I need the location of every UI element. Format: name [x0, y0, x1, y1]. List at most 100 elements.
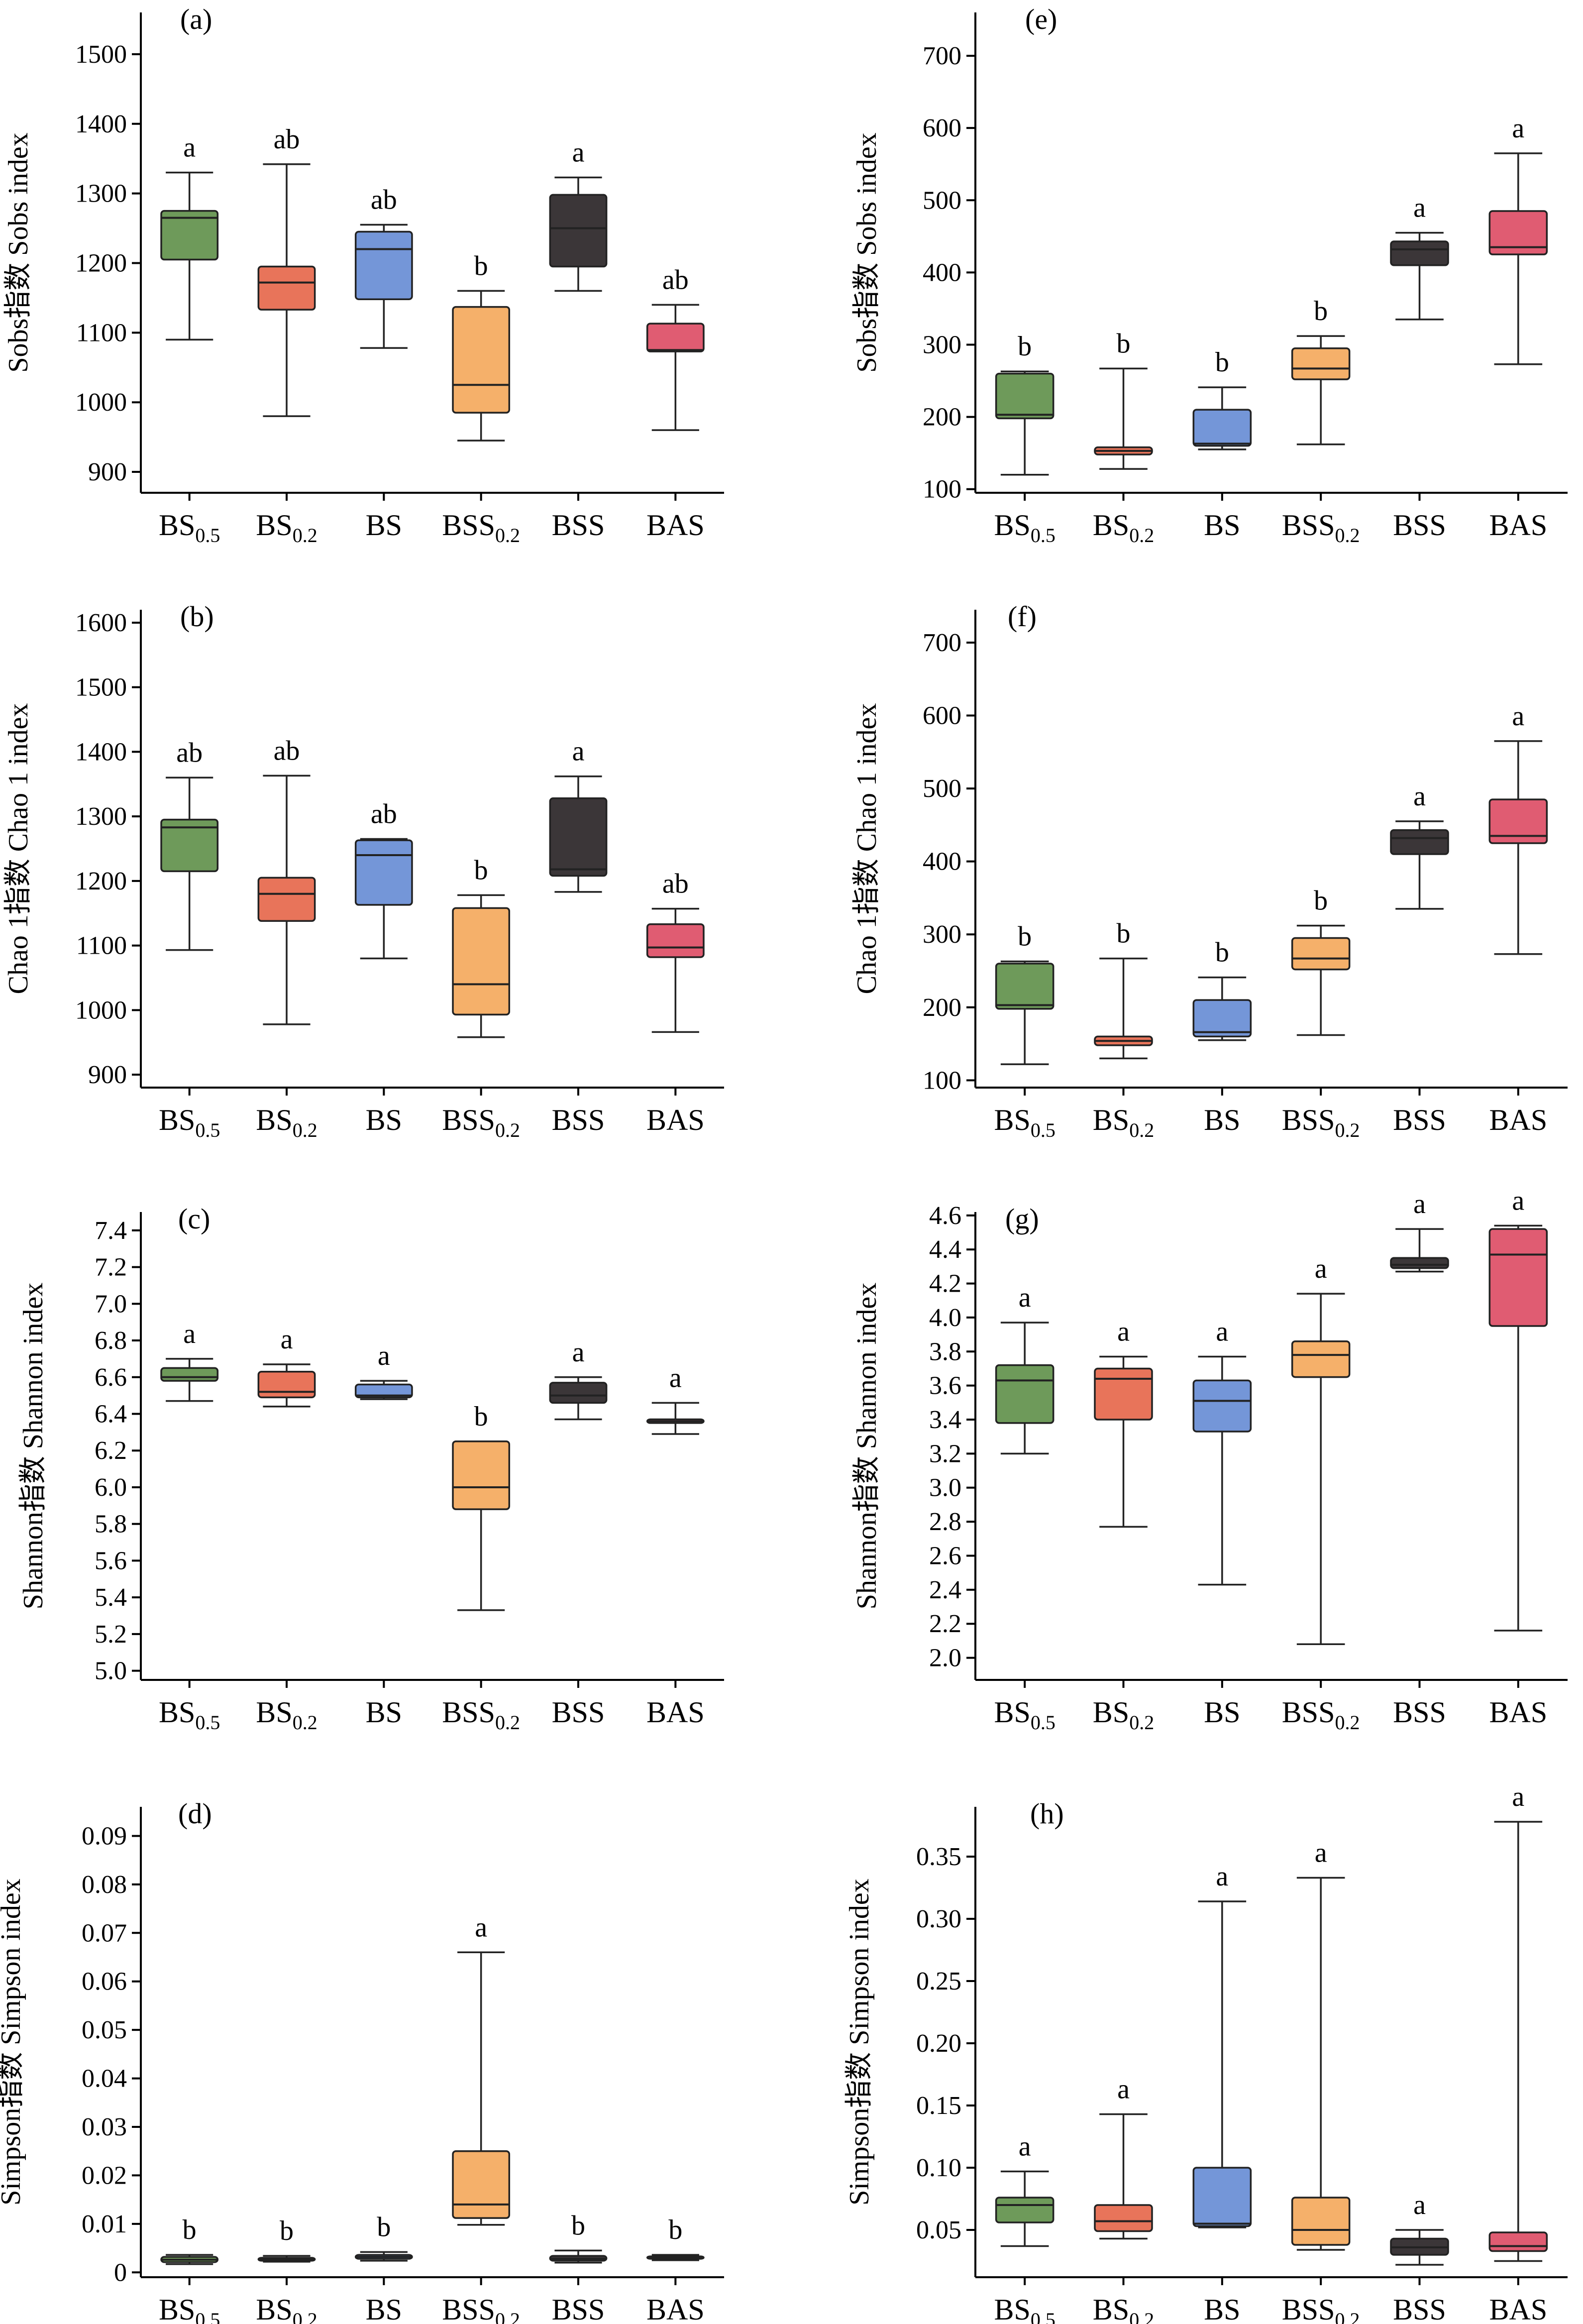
y-axis-label: Simpson指数 Simpson index: [844, 1879, 875, 2206]
box-BS0.2: a: [257, 1324, 316, 1408]
significance-letter: b: [183, 2214, 197, 2245]
box-BSS0.2: a: [1291, 1838, 1351, 2251]
significance-letter: a: [1512, 113, 1524, 144]
significance-letter: a: [1216, 1861, 1228, 1892]
x-tick-label: BSS0.2: [442, 2293, 520, 2324]
y-tick-label: 6.2: [95, 1437, 127, 1465]
significance-letter: a: [669, 1362, 682, 1393]
panel-label: (a): [180, 3, 212, 35]
y-tick-label: 0: [114, 2258, 127, 2287]
significance-letter: a: [1413, 781, 1426, 812]
iqr-box: [1094, 2204, 1153, 2232]
iqr-box: [1192, 1379, 1252, 1433]
y-axis-label: Shannon指数 Shannon index: [18, 1283, 49, 1609]
x-tick-label: BS0.5: [994, 1696, 1055, 1734]
panel-label: (d): [178, 1797, 212, 1830]
y-tick-label: 2.2: [929, 1610, 961, 1638]
y-tick-label: 1100: [76, 932, 127, 960]
box-BSS: a: [1390, 1189, 1449, 1273]
y-tick-label: 100: [923, 475, 961, 504]
x-tick-label: BS0.2: [1093, 1104, 1154, 1141]
y-tick-label: 4.2: [929, 1270, 961, 1298]
y-tick-label: 0.10: [916, 2154, 961, 2182]
box-BS0.5: a: [160, 1319, 219, 1402]
significance-letter: b: [1117, 918, 1131, 949]
significance-letter: a: [1512, 1781, 1524, 1812]
y-tick-label: 700: [923, 629, 961, 657]
x-tick-label: BSS: [552, 1696, 605, 1729]
box-BS0.2: a: [1094, 2074, 1153, 2240]
iqr-box: [549, 797, 608, 877]
box-BS0.5: b: [995, 331, 1055, 476]
iqr-box: [995, 963, 1055, 1010]
box-BSS0.2: b: [452, 855, 511, 1038]
chart-panel: 100 200 300 400 500 600 700 Sobs指数 Sobs index (e…: [851, 3, 1568, 547]
iqr-box: [549, 1382, 608, 1404]
x-tick-label: BSS0.2: [442, 1104, 520, 1141]
y-tick-label: 1600: [75, 609, 127, 637]
box-BS0.2: ab: [257, 124, 316, 417]
significance-letter: a: [183, 1319, 196, 1349]
y-tick-label: 4.4: [929, 1235, 961, 1264]
y-tick-label: 0.07: [82, 1919, 127, 1947]
x-tick-label: BAS: [1489, 2293, 1547, 2324]
x-tick-label: BS0.2: [256, 1696, 317, 1734]
box-BS: ab: [354, 185, 413, 349]
y-tick-label: 3.2: [929, 1439, 961, 1468]
iqr-box: [160, 1367, 219, 1382]
box-BS: b: [1192, 937, 1252, 1041]
x-tick-label: BS0.5: [994, 509, 1055, 547]
y-tick-label: 500: [923, 186, 961, 215]
y-tick-label: 100: [923, 1066, 961, 1095]
y-tick-label: 0.03: [82, 2113, 127, 2141]
y-tick-label: 7.2: [95, 1253, 127, 1282]
iqr-box: [1488, 210, 1548, 255]
chart-panel: 0 0.01 0.02 0.03 0.04 0.05 0.06 0.07 0.08 0.09 Sim…: [0, 1797, 724, 2324]
iqr-box: [257, 877, 316, 922]
iqr-box: [1094, 1367, 1153, 1421]
iqr-box: [257, 1370, 316, 1399]
significance-letter: ab: [274, 124, 300, 155]
x-tick-label: BSS0.2: [1282, 1696, 1360, 1734]
y-tick-label: 2.0: [929, 1644, 961, 1672]
box-BS: b: [354, 2212, 413, 2262]
chart-panel: 900 1000 1100 1200 1300 1400 1500 1600 Chao 1指数 …: [3, 600, 724, 1141]
y-tick-label: 4.0: [929, 1304, 961, 1332]
box-BS: a: [1192, 1317, 1252, 1586]
significance-letter: a: [281, 1324, 293, 1355]
iqr-box: [160, 818, 219, 873]
box-BSS: a: [549, 736, 608, 893]
box-BAS: a: [646, 1362, 705, 1435]
significance-letter: b: [280, 2215, 294, 2246]
box-BSS0.2: b: [1291, 296, 1351, 445]
iqr-box: [354, 230, 413, 300]
iqr-box: [646, 923, 705, 958]
significance-letter: b: [1117, 328, 1131, 359]
y-tick-label: 900: [88, 458, 127, 486]
significance-letter: ab: [176, 737, 203, 768]
x-tick-label: BAS: [1489, 1104, 1547, 1136]
significance-letter: b: [474, 250, 488, 281]
y-tick-label: 200: [923, 994, 961, 1022]
significance-letter: ab: [371, 799, 397, 830]
x-tick-label: BS0.5: [994, 2293, 1055, 2324]
y-tick-label: 3.0: [929, 1474, 961, 1502]
x-tick-label: BSS0.2: [1282, 1104, 1360, 1141]
significance-letter: a: [1117, 1317, 1130, 1347]
box-BSS: a: [549, 137, 608, 292]
y-tick-label: 0.06: [82, 1968, 127, 1996]
box-BS0.2: ab: [257, 735, 316, 1025]
significance-letter: ab: [371, 185, 397, 216]
box-BS: ab: [354, 799, 413, 960]
significance-letter: b: [1314, 885, 1328, 916]
x-tick-label: BSS: [1393, 1696, 1446, 1729]
y-tick-label: 2.4: [929, 1576, 961, 1604]
iqr-box: [1488, 798, 1548, 844]
y-tick-label: 7.4: [95, 1217, 127, 1245]
y-tick-label: 7.0: [95, 1290, 127, 1318]
y-tick-label: 5.2: [95, 1620, 127, 1649]
iqr-box: [1192, 409, 1252, 447]
box-BSS: b: [549, 2210, 608, 2264]
x-tick-label: BS0.5: [159, 1696, 220, 1734]
y-tick-label: 1200: [75, 867, 127, 895]
